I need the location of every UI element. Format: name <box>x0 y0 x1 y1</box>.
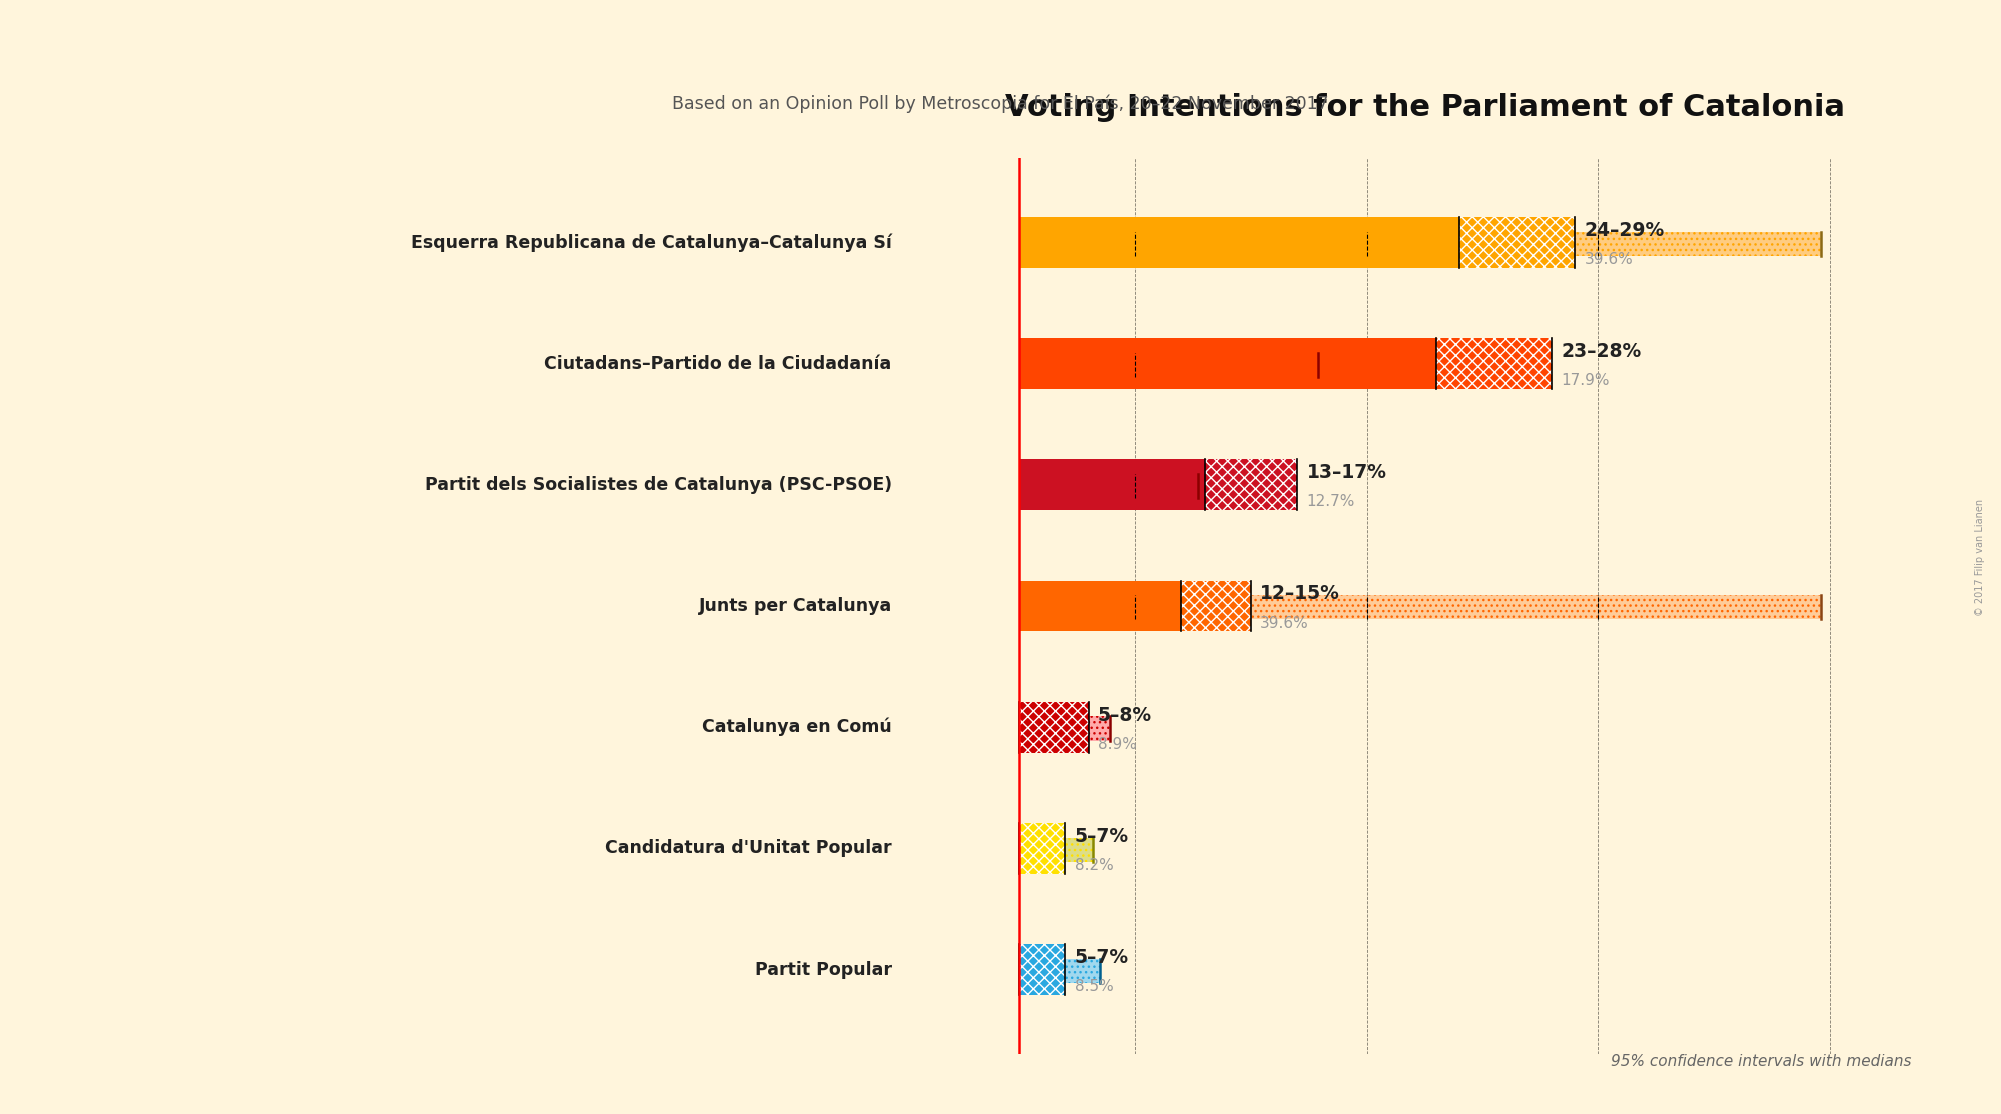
Bar <box>1019 217 1459 268</box>
Text: 39.6%: 39.6% <box>1585 252 1633 267</box>
Bar <box>1019 580 1181 632</box>
Text: 5–8%: 5–8% <box>1099 705 1153 724</box>
Text: Esquerra Republicana de Catalunya–Catalunya Sí: Esquerra Republicana de Catalunya–Catalu… <box>410 233 892 252</box>
Text: 39.6%: 39.6% <box>1261 616 1309 631</box>
Bar <box>1019 595 1821 619</box>
Bar <box>1019 959 1101 983</box>
Text: 23–28%: 23–28% <box>1561 342 1641 361</box>
Bar <box>1019 353 1319 377</box>
Bar <box>1019 473 1197 498</box>
Bar <box>1019 838 1093 862</box>
Bar <box>1205 459 1297 510</box>
Bar <box>1019 339 1437 389</box>
Text: Partit dels Socialistes de Catalunya (PSC-PSOE): Partit dels Socialistes de Catalunya (PS… <box>424 476 892 494</box>
Text: Partit Popular: Partit Popular <box>754 960 892 978</box>
Text: Based on an Opinion Poll by Metroscopia for El País, 20–22 November 2017: Based on an Opinion Poll by Metroscopia … <box>672 95 1329 114</box>
Bar <box>1019 959 1101 983</box>
Text: 5–7%: 5–7% <box>1075 948 1129 967</box>
Text: 8.2%: 8.2% <box>1075 858 1113 873</box>
Bar <box>1019 595 1821 619</box>
Title: Voting Intentions for the Parliament of Catalonia: Voting Intentions for the Parliament of … <box>1005 92 1845 121</box>
Text: 8.9%: 8.9% <box>1099 736 1137 752</box>
Bar <box>1019 838 1093 862</box>
Bar <box>1437 339 1553 389</box>
Text: 17.9%: 17.9% <box>1561 373 1611 388</box>
Text: 5–7%: 5–7% <box>1075 827 1129 846</box>
Bar <box>1019 232 1821 256</box>
Bar <box>1019 945 1065 995</box>
Text: Junts per Catalunya: Junts per Catalunya <box>698 597 892 615</box>
Bar <box>1181 580 1251 632</box>
Bar <box>1019 823 1065 873</box>
Bar <box>1019 473 1197 498</box>
Text: © 2017 Filip van Lianen: © 2017 Filip van Lianen <box>1975 498 1985 616</box>
Text: 95% confidence intervals with medians: 95% confidence intervals with medians <box>1611 1055 1911 1069</box>
Text: 12.7%: 12.7% <box>1307 495 1355 509</box>
Text: Candidatura d'Unitat Popular: Candidatura d'Unitat Popular <box>604 840 892 858</box>
Text: 12–15%: 12–15% <box>1261 585 1341 604</box>
Text: 24–29%: 24–29% <box>1585 221 1665 240</box>
Text: 13–17%: 13–17% <box>1307 463 1387 482</box>
Text: Catalunya en Comú: Catalunya en Comú <box>702 719 892 736</box>
Bar <box>1019 459 1205 510</box>
Bar <box>1019 716 1109 741</box>
Bar <box>1019 702 1089 753</box>
Bar <box>1459 217 1575 268</box>
Bar <box>1019 232 1821 256</box>
Text: Ciutadans–Partido de la Ciudadanía: Ciutadans–Partido de la Ciudadanía <box>544 354 892 373</box>
Bar <box>1019 353 1319 377</box>
Bar <box>1019 716 1109 741</box>
Text: 8.5%: 8.5% <box>1075 979 1113 994</box>
